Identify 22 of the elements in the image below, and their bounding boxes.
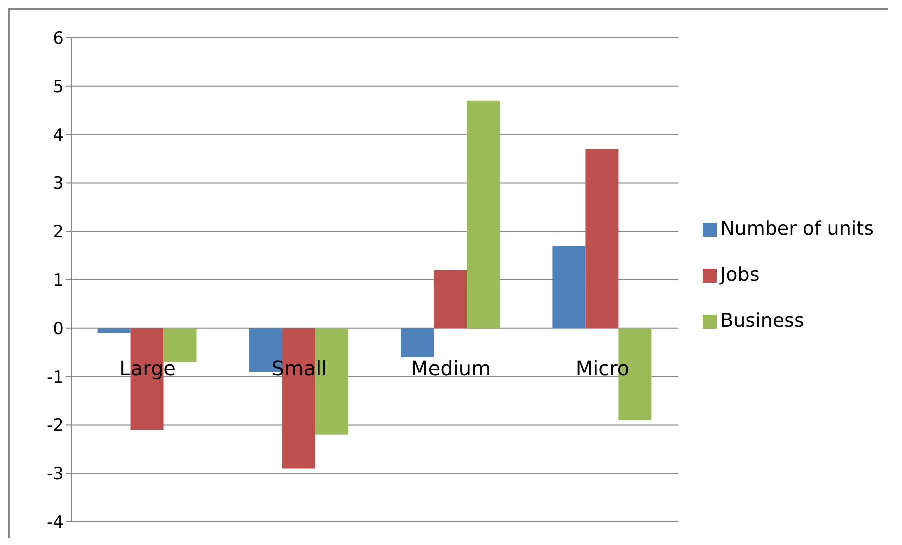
y-tick-label: 0 [53,319,64,340]
y-tick-label: 1 [53,271,64,292]
legend-label: Jobs [720,264,760,286]
bar [467,100,500,328]
legend-label: Number of units [720,218,874,240]
bar [164,328,197,362]
y-tick-label: -1 [47,368,64,388]
y-tick-label: 3 [53,174,64,194]
legend-label: Business [720,310,804,332]
bar [552,246,586,328]
bar [401,328,434,358]
y-tick-label: -4 [47,513,64,534]
bar [434,270,468,328]
x-tick-label: Medium [411,356,492,380]
y-tick-label: -3 [47,464,64,485]
bar [98,328,131,334]
y-tick-label: -2 [47,416,64,436]
y-tick-label: 4 [53,126,64,146]
y-tick-label: 2 [53,222,64,243]
y-tick-label: 6 [53,29,64,50]
bar [586,149,619,328]
y-tick-label: 5 [53,77,64,98]
